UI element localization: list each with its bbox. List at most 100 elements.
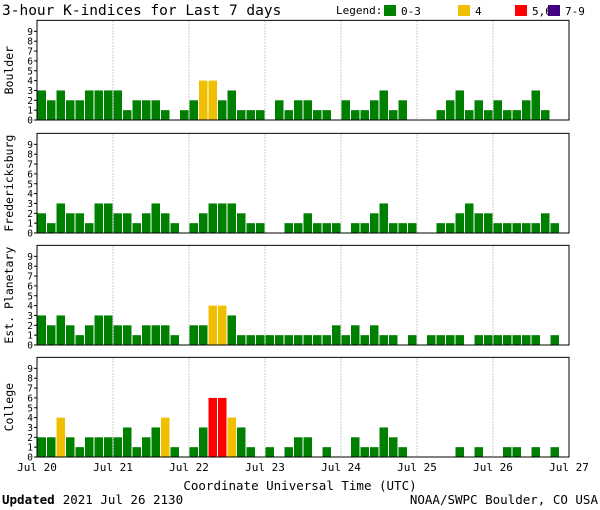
kp-bar	[303, 213, 312, 233]
y-tick-label: 9	[27, 140, 33, 151]
kp-bar	[123, 325, 132, 345]
kp-bar	[531, 335, 540, 345]
kp-bar	[313, 223, 322, 233]
footer-updated: Updated 2021 Jul 26 2130	[2, 492, 183, 507]
kp-bar	[56, 203, 65, 233]
kp-bar	[256, 335, 265, 345]
legend: Legend: 0-3 4 5,6 7-9	[336, 4, 585, 18]
legend-text-0-3: 0-3	[401, 5, 421, 18]
kp-bar	[218, 397, 227, 457]
station-label: College	[2, 383, 16, 432]
kp-bar	[208, 203, 217, 233]
kp-bar	[218, 305, 227, 345]
kp-bar	[531, 223, 540, 233]
kp-bar	[379, 335, 388, 345]
kp-bar	[75, 213, 84, 233]
kp-bar	[85, 223, 94, 233]
kp-bar	[370, 213, 379, 233]
kp-bar	[208, 80, 217, 120]
kp-bar	[246, 447, 255, 457]
kp-bar	[66, 100, 75, 120]
kp-bar	[199, 427, 208, 457]
kp-bar	[398, 223, 407, 233]
kp-bar	[522, 335, 531, 345]
y-tick-label: 7	[27, 384, 33, 395]
kp-bar	[408, 335, 417, 345]
kp-bar	[227, 90, 236, 120]
y-tick-label: 3	[27, 199, 33, 210]
kp-bar	[294, 100, 303, 120]
kp-bar	[142, 437, 151, 457]
kp-bar	[332, 223, 341, 233]
y-tick-label: 3	[27, 423, 33, 434]
kp-bar	[322, 110, 331, 120]
legend-text-5-6: 5,6	[532, 5, 552, 18]
kp-bar	[455, 447, 464, 457]
kp-bar	[550, 335, 559, 345]
kp-bar	[275, 335, 284, 345]
kp-bar	[294, 335, 303, 345]
kp-bar	[218, 203, 227, 233]
y-tick-label: 1	[27, 443, 33, 454]
kp-bar	[360, 223, 369, 233]
kp-bar	[85, 90, 94, 120]
y-tick-label: 0	[27, 453, 33, 464]
kp-bar	[75, 335, 84, 345]
kp-bar	[170, 335, 179, 345]
y-tick-label: 7	[27, 272, 33, 283]
y-tick-label: 1	[27, 331, 33, 342]
kp-bar	[170, 447, 179, 457]
kp-bar	[455, 90, 464, 120]
kp-bar	[237, 213, 246, 233]
x-tick-label: Jul 22	[169, 461, 209, 474]
legend-text-4: 4	[475, 5, 482, 18]
kp-bar	[284, 110, 293, 120]
kp-bar	[294, 437, 303, 457]
kp-bar	[189, 325, 198, 345]
kp-bar	[132, 335, 141, 345]
kp-bar	[484, 110, 493, 120]
kp-bar	[370, 325, 379, 345]
legend-swatch-5-6	[515, 5, 527, 16]
kp-bar	[541, 110, 550, 120]
kp-bar	[142, 100, 151, 120]
kp-bar	[474, 335, 483, 345]
kp-bar	[104, 90, 113, 120]
y-tick-label: 4	[27, 76, 33, 87]
y-tick-label: 5	[27, 179, 33, 190]
y-tick-label: 3	[27, 311, 33, 322]
kp-bar	[199, 213, 208, 233]
kp-bar	[512, 223, 521, 233]
y-tick-label: 2	[27, 96, 33, 107]
kp-bar	[379, 90, 388, 120]
legend-swatch-4	[458, 5, 470, 16]
x-tick-label: Jul 21	[93, 461, 133, 474]
kp-bar	[161, 110, 170, 120]
kp-bar	[151, 100, 160, 120]
y-tick-label: 0	[27, 116, 33, 127]
y-tick-label: 5	[27, 291, 33, 302]
kp-bar	[56, 90, 65, 120]
kp-bar	[341, 100, 350, 120]
kp-bar	[398, 100, 407, 120]
kp-bar	[322, 335, 331, 345]
kp-bar	[161, 325, 170, 345]
kp-bar	[56, 417, 65, 457]
kp-bar	[389, 335, 398, 345]
kp-bar	[47, 100, 56, 120]
kp-bar	[37, 90, 46, 120]
kp-bar	[455, 213, 464, 233]
kp-bar	[85, 325, 94, 345]
kp-bar	[550, 447, 559, 457]
kp-bar	[85, 437, 94, 457]
legend-text-7-9: 7-9	[565, 5, 585, 18]
kp-bar	[246, 335, 255, 345]
kp-bar	[189, 100, 198, 120]
kp-bar	[408, 223, 417, 233]
kp-bar	[446, 100, 455, 120]
kp-bar	[37, 213, 46, 233]
y-tick-label: 7	[27, 160, 33, 171]
